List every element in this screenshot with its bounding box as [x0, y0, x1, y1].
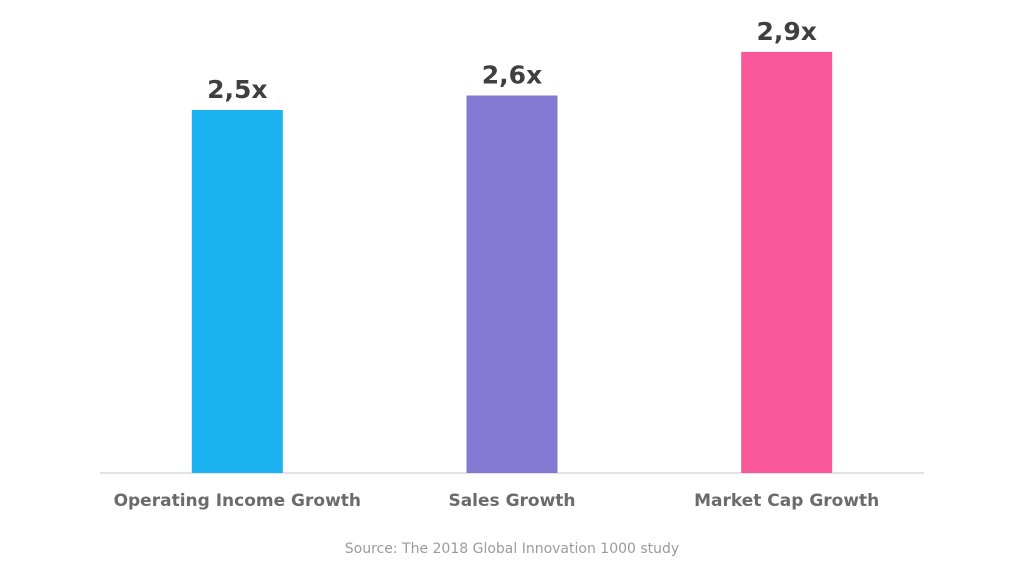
bars-group: [191, 51, 833, 474]
bar-3: [741, 51, 833, 474]
category-labels-group: Operating Income Growth Sales Growth Marke…: [114, 491, 880, 511]
bar-1: [191, 110, 283, 473]
value-labels-group: 2,5x 2,6x 2,9x: [207, 17, 817, 104]
source-note: Source: The 2018 Global Innovation 1000 …: [344, 541, 680, 557]
category-label: Market Cap Growth: [694, 491, 879, 511]
bar-value-label: 2,9x: [756, 17, 816, 46]
bar-value-label: 2,6x: [482, 61, 542, 90]
category-label: Operating Income Growth: [114, 491, 361, 511]
category-label: Sales Growth: [448, 491, 575, 511]
bar-value-label: 2,5x: [207, 75, 267, 104]
bar-2: [466, 95, 558, 473]
